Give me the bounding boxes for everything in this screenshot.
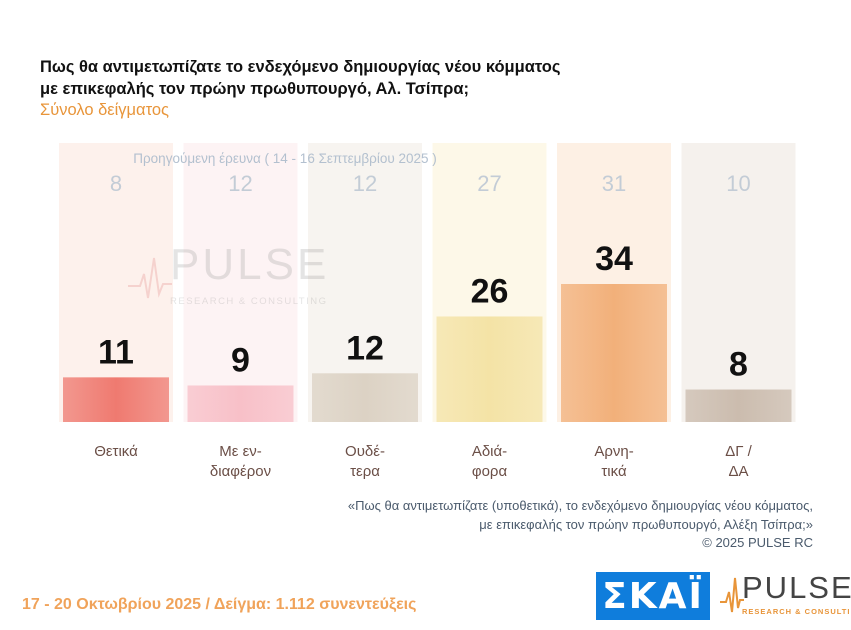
previous-value-label: 10	[726, 171, 750, 196]
watermark-sub: RESEARCH & CONSULTING	[170, 296, 328, 307]
bar	[436, 316, 543, 422]
title-line-2: με επικεφαλής τον πρώην πρωθυπουργό, Αλ.…	[40, 80, 469, 98]
bar	[187, 385, 294, 422]
value-label: 26	[471, 272, 509, 310]
pulse-wave-icon	[720, 577, 744, 613]
copyright: © 2025 PULSE RC	[702, 535, 813, 550]
question-note: «Πως θα αντιμετωπίζατε (υποθετικά), το ε…	[193, 497, 813, 553]
pulse-wave-icon	[128, 257, 172, 299]
value-label: 9	[231, 341, 250, 379]
bar	[312, 373, 418, 422]
watermark-word: PULSE	[170, 240, 330, 289]
skai-logo: ΣΚΑΪ	[596, 572, 710, 620]
note-line-1: «Πως θα αντιμετωπίζατε (υποθετικά), το ε…	[347, 498, 813, 513]
category-label: Θετικά	[94, 443, 138, 460]
survey-footer: 17 - 20 Οκτωβρίου 2025 / Δείγμα: 1.112 σ…	[22, 596, 417, 613]
category-label: Αδιά-φορα	[472, 443, 508, 480]
category-label: Ουδέ-τερα	[345, 443, 385, 480]
column-background	[183, 143, 298, 422]
value-label: 34	[595, 240, 633, 278]
previous-value-label: 12	[228, 171, 252, 196]
bar	[561, 284, 667, 422]
note-line-2: με επικεφαλής τον πρώην πρωθυπουργό, Αλέ…	[479, 516, 813, 532]
value-label: 11	[98, 333, 134, 371]
previous-survey-label: Προηγούμενη έρευνα ( 14 - 16 Σεπτεμβρίου…	[133, 151, 437, 166]
column-background	[681, 143, 796, 422]
value-label: 12	[346, 329, 384, 367]
category-label: Αρνη-τικά	[594, 443, 633, 480]
chart-title: Πως θα αντιμετωπίζατε το ενδεχόμενο δημι…	[40, 56, 680, 100]
previous-value-label: 8	[110, 171, 122, 196]
bar	[63, 377, 169, 422]
category-label: Με εν-διαφέρον	[210, 443, 271, 480]
column-background	[59, 143, 173, 422]
category-label: ΔΓ / ΔΑ	[725, 443, 752, 480]
previous-value-label: 12	[353, 171, 377, 196]
previous-value-label: 27	[477, 171, 501, 196]
chart-subtitle: Σύνολο δείγματος	[40, 101, 170, 119]
pulse-logo-word: PULSE	[742, 570, 851, 605]
previous-value-label: 31	[602, 171, 626, 196]
pulse-logo: PULSE RESEARCH & CONSULTING	[720, 570, 851, 626]
pulse-logo-sub: RESEARCH & CONSULTING	[742, 607, 851, 616]
title-line-1: Πως θα αντιμετωπίζατε το ενδεχόμενο δημι…	[40, 58, 561, 76]
pulse-watermark: PULSE RESEARCH & CONSULTING	[128, 240, 338, 320]
value-label: 8	[729, 346, 748, 384]
bar	[685, 389, 792, 422]
